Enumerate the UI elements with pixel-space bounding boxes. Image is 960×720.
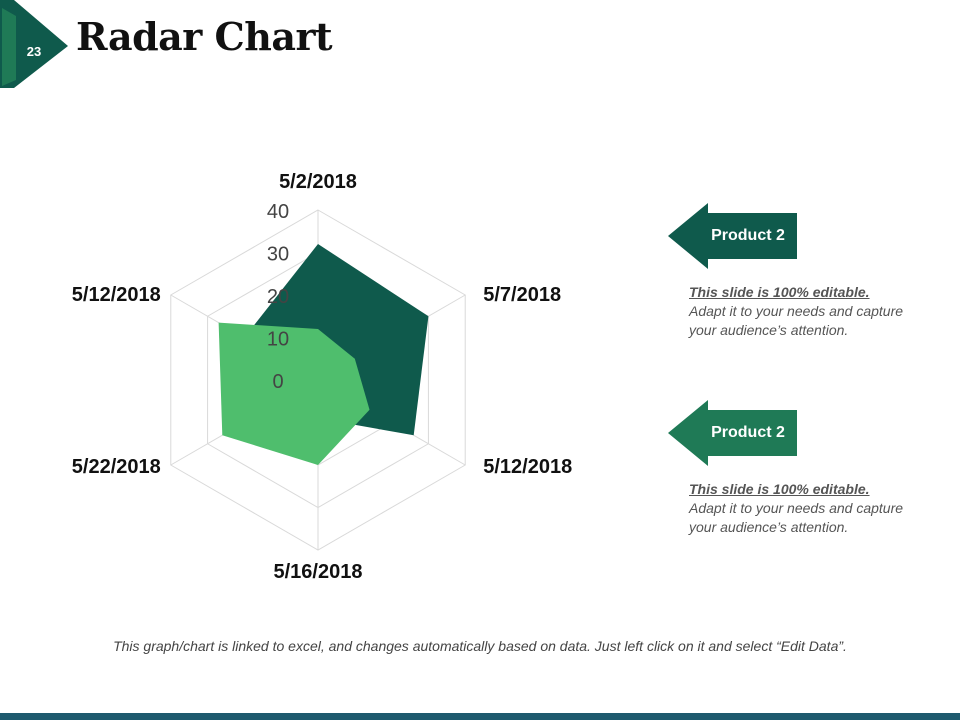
slide-number: 23 [26, 44, 42, 59]
footnote: This graph/chart is linked to excel, and… [113, 638, 847, 654]
badge-shade [2, 8, 16, 86]
radar-chart: 0 10 20 30 40 5/2/2018 5/7/2018 5/12/2018 5/16/… [72, 171, 572, 583]
callout-body: Adapt it to your needs and capture your … [689, 500, 904, 535]
callout-label: Product 2 [711, 227, 785, 244]
radial-ticks: 0 10 20 30 40 [267, 201, 289, 393]
callout-lead: This slide is 100% editable. [689, 284, 870, 300]
callout-label: Product 2 [711, 424, 785, 441]
category-label: 5/22/2018 [72, 456, 161, 478]
tick-label: 20 [267, 286, 289, 308]
callout-lead: This slide is 100% editable. [689, 481, 870, 497]
callout-text: This slide is 100% editable. Adapt it to… [689, 283, 909, 340]
category-labels: 5/2/2018 5/7/2018 5/12/2018 5/16/2018 5/22/2… [72, 171, 572, 583]
callout-product-2-second: Product 2 This slide is 100% editable. A… [668, 400, 908, 537]
category-label: 5/12/2018 [483, 456, 572, 478]
radar-series [218, 244, 429, 465]
series-2-area [218, 322, 370, 465]
page-title: Radar Chart [76, 14, 333, 59]
tick-label: 30 [267, 244, 289, 266]
tick-label: 10 [267, 329, 289, 351]
bottom-bar [0, 713, 960, 720]
callout-product-2-first: Product 2 This slide is 100% editable. A… [668, 203, 908, 340]
slide-number-badge [0, 0, 68, 88]
category-label: 5/16/2018 [274, 561, 363, 583]
category-label: 5/12/2018 [72, 284, 161, 306]
tick-label: 0 [272, 371, 283, 393]
callout-body: Adapt it to your needs and capture your … [689, 303, 904, 338]
callout-arrow [668, 203, 797, 269]
callout-arrow [668, 400, 797, 466]
callout-text: This slide is 100% editable. Adapt it to… [689, 480, 909, 537]
tick-label: 40 [267, 201, 289, 223]
category-label: 5/7/2018 [483, 284, 561, 306]
category-label: 5/2/2018 [279, 171, 357, 193]
badge-triangle [14, 0, 68, 88]
